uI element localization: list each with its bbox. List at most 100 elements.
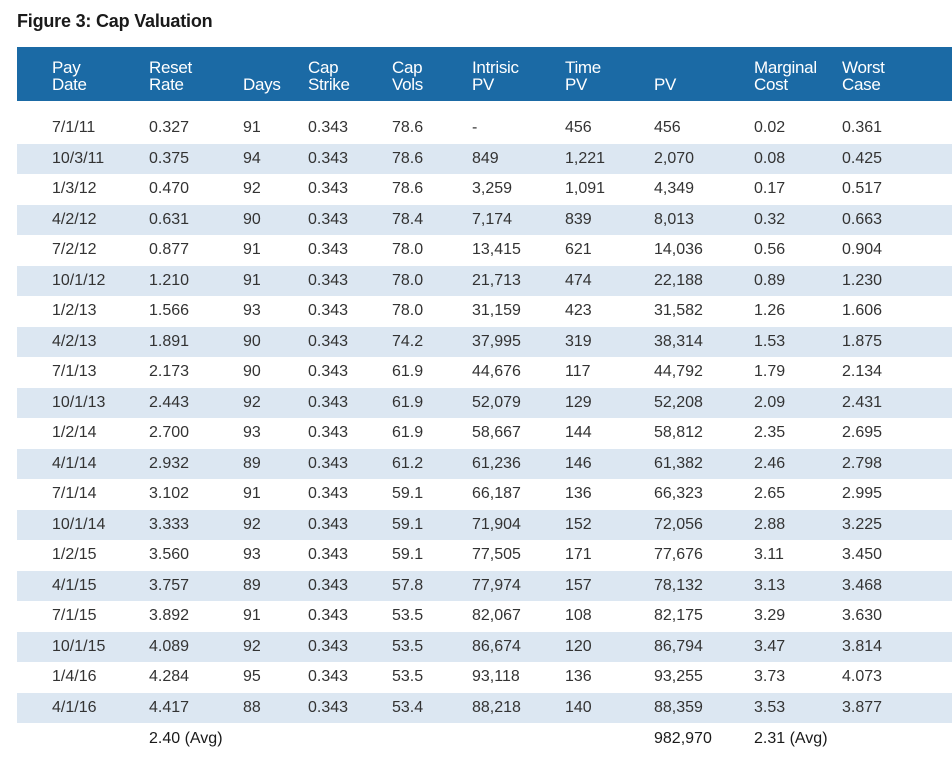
cell-pv: 93,255 <box>654 668 703 686</box>
cell-cap-vols: 78.0 <box>392 302 424 320</box>
cell-cap-strike: 0.343 <box>308 363 349 381</box>
column-header-line: PV <box>654 75 677 94</box>
cell-intrinsic-pv: 77,505 <box>472 546 521 564</box>
cell-time-pv: 319 <box>565 332 592 350</box>
column-header-line: Reset <box>149 58 192 77</box>
cell-days: 93 <box>243 302 261 320</box>
cell-pv: 66,323 <box>654 485 703 503</box>
cell-days: 89 <box>243 454 261 472</box>
row-left-pad <box>17 357 52 388</box>
table-row: 4/1/15 3.757 89 0.343 57.8 77,974 157 78,132 3.1… <box>17 570 952 601</box>
cell-marginal-cost: 1.26 <box>754 302 786 320</box>
cell-reset-rate: 3.102 <box>149 485 190 503</box>
cell-cap-vols: 61.2 <box>392 454 424 472</box>
cell-marginal-cost: 2.35 <box>754 424 786 442</box>
cell-worst-case: 0.361 <box>842 119 883 137</box>
cell-worst-case: 1.606 <box>842 302 883 320</box>
cell-time-pv: 140 <box>565 698 592 716</box>
cell-intrinsic-pv: 61,236 <box>472 454 521 472</box>
cell-days: 95 <box>243 668 261 686</box>
cell-reset-rate: 3.560 <box>149 546 190 564</box>
cell-cap-vols: 78.6 <box>392 149 424 167</box>
cell-days: 91 <box>243 607 261 625</box>
column-header-line: Cost <box>754 75 788 94</box>
cell-pv: 38,314 <box>654 332 703 350</box>
cell-days: 92 <box>243 637 261 655</box>
cell-worst-case: 3.225 <box>842 515 883 533</box>
cell-cap-strike: 0.343 <box>308 546 349 564</box>
cell-pay-date: 10/1/15 <box>52 637 106 655</box>
cell-pv: 88,359 <box>654 698 703 716</box>
spacer-row <box>17 101 952 113</box>
cell-pay-date: 4/1/15 <box>52 576 97 594</box>
table-row: 4/2/12 0.631 90 0.343 78.4 7,174 839 8,013 0.32 0… <box>17 204 952 235</box>
figure-title: Figure 3: Cap Valuation <box>17 11 213 31</box>
cell-pay-date: 10/1/14 <box>52 515 106 533</box>
cell-cap-vols: 59.1 <box>392 485 424 503</box>
cell-intrinsic-pv: 21,713 <box>472 271 521 289</box>
cell-marginal-cost: 3.73 <box>754 668 786 686</box>
row-left-pad <box>17 662 52 693</box>
cell-reset-rate: 1.891 <box>149 332 190 350</box>
column-header-line: Cap <box>392 58 423 77</box>
column-header-time-pv: Time PV <box>565 47 654 101</box>
cell-days: 90 <box>243 332 261 350</box>
cell-worst-case: 0.904 <box>842 241 883 259</box>
cell-days: 91 <box>243 119 261 137</box>
column-header-cap-vols: Cap Vols <box>392 47 472 101</box>
table-row: 1/2/14 2.700 93 0.343 61.9 58,667 144 58,812 2.3… <box>17 418 952 449</box>
cell-cap-vols: 74.2 <box>392 332 424 350</box>
row-left-pad <box>17 479 52 510</box>
cell-days: 93 <box>243 424 261 442</box>
cell-pay-date: 4/2/12 <box>52 210 97 228</box>
row-left-pad <box>17 418 52 449</box>
cell-reset-rate: 3.892 <box>149 607 190 625</box>
cell-days: 92 <box>243 180 261 198</box>
cell-time-pv: 144 <box>565 424 592 442</box>
cell-cap-strike: 0.343 <box>308 576 349 594</box>
cell-time-pv: 120 <box>565 637 592 655</box>
column-header-line: Worst <box>842 58 885 77</box>
cell-cap-vols: 53.5 <box>392 668 424 686</box>
cell-reset-rate: 0.470 <box>149 180 190 198</box>
cap-valuation-table: Pay Date Reset Rate Days Cap Strike Cap Vols Int… <box>17 47 952 755</box>
cell-marginal-cost: 0.89 <box>754 271 786 289</box>
cell-cap-strike: 0.343 <box>308 241 349 259</box>
cell-pay-date: 1/3/12 <box>52 180 97 198</box>
table-row: 10/3/11 0.375 94 0.343 78.6 849 1,221 2,070 0.08… <box>17 143 952 174</box>
table-row: 1/2/13 1.566 93 0.343 78.0 31,159 423 31,582 1.2… <box>17 296 952 327</box>
cell-pay-date: 1/2/13 <box>52 302 97 320</box>
cell-pay-date: 1/2/15 <box>52 546 97 564</box>
cell-worst-case: 3.630 <box>842 607 883 625</box>
table-row: 1/2/15 3.560 93 0.343 59.1 77,505 171 77,676 3.1… <box>17 540 952 571</box>
cell-pv: 58,812 <box>654 424 703 442</box>
cell-intrinsic-pv: - <box>472 119 478 137</box>
cell-marginal-cost: 0.17 <box>754 180 786 198</box>
cell-cap-vols: 78.0 <box>392 271 424 289</box>
cell-intrinsic-pv: 849 <box>472 149 499 167</box>
cell-intrinsic-pv: 37,995 <box>472 332 521 350</box>
cell-cap-strike: 0.343 <box>308 698 349 716</box>
cell-worst-case: 3.877 <box>842 698 883 716</box>
cell-intrinsic-pv: 88,218 <box>472 698 521 716</box>
cell-cap-strike: 0.343 <box>308 454 349 472</box>
column-header-line: Cap <box>308 58 339 77</box>
cell-days: 90 <box>243 363 261 381</box>
column-header-line: Case <box>842 75 881 94</box>
cell-days: 92 <box>243 515 261 533</box>
table-row: 7/1/14 3.102 91 0.343 59.1 66,187 136 66,323 2.6… <box>17 479 952 510</box>
cell-time-pv: 129 <box>565 393 592 411</box>
cell-worst-case: 1.230 <box>842 271 883 289</box>
cell-pay-date: 7/2/12 <box>52 241 97 259</box>
cell-time-pv: 136 <box>565 485 592 503</box>
cell-cap-vols: 78.0 <box>392 241 424 259</box>
cell-reset-rate: 4.417 <box>149 698 190 716</box>
cell-pv: 82,175 <box>654 607 703 625</box>
cell-cap-strike: 0.343 <box>308 119 349 137</box>
cell-pv: 31,582 <box>654 302 703 320</box>
column-header-line: Time <box>565 58 601 77</box>
cell-cap-strike: 0.343 <box>308 637 349 655</box>
cell-cap-vols: 57.8 <box>392 576 424 594</box>
cell-reset-rate: 3.757 <box>149 576 190 594</box>
cell-reset-rate: 1.210 <box>149 271 190 289</box>
